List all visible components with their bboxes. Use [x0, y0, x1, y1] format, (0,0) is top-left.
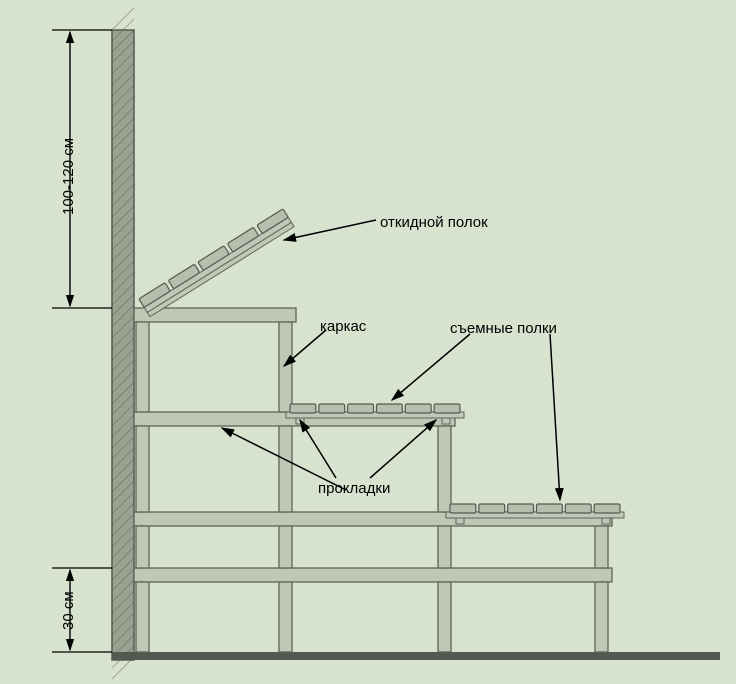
label-spacers: прокладки [318, 480, 390, 497]
post [136, 526, 149, 568]
post [279, 426, 292, 512]
post [136, 322, 149, 412]
dim-upper-label: 100-120 см [60, 138, 77, 215]
post [279, 526, 292, 568]
floor [112, 652, 720, 660]
label-frame: каркас [320, 318, 366, 335]
post [438, 582, 451, 652]
post [136, 582, 149, 652]
beam [134, 568, 612, 582]
post [136, 426, 149, 512]
dim-lower-label: 30 см [60, 591, 77, 630]
post [438, 426, 451, 512]
label-removable-shelves: съемные полки [450, 320, 557, 337]
post [595, 582, 608, 652]
label-folding-shelf: откидной полок [380, 214, 488, 231]
post [279, 322, 292, 412]
post [595, 526, 608, 568]
post [279, 582, 292, 652]
post [438, 526, 451, 568]
bench-diagram [0, 0, 736, 684]
